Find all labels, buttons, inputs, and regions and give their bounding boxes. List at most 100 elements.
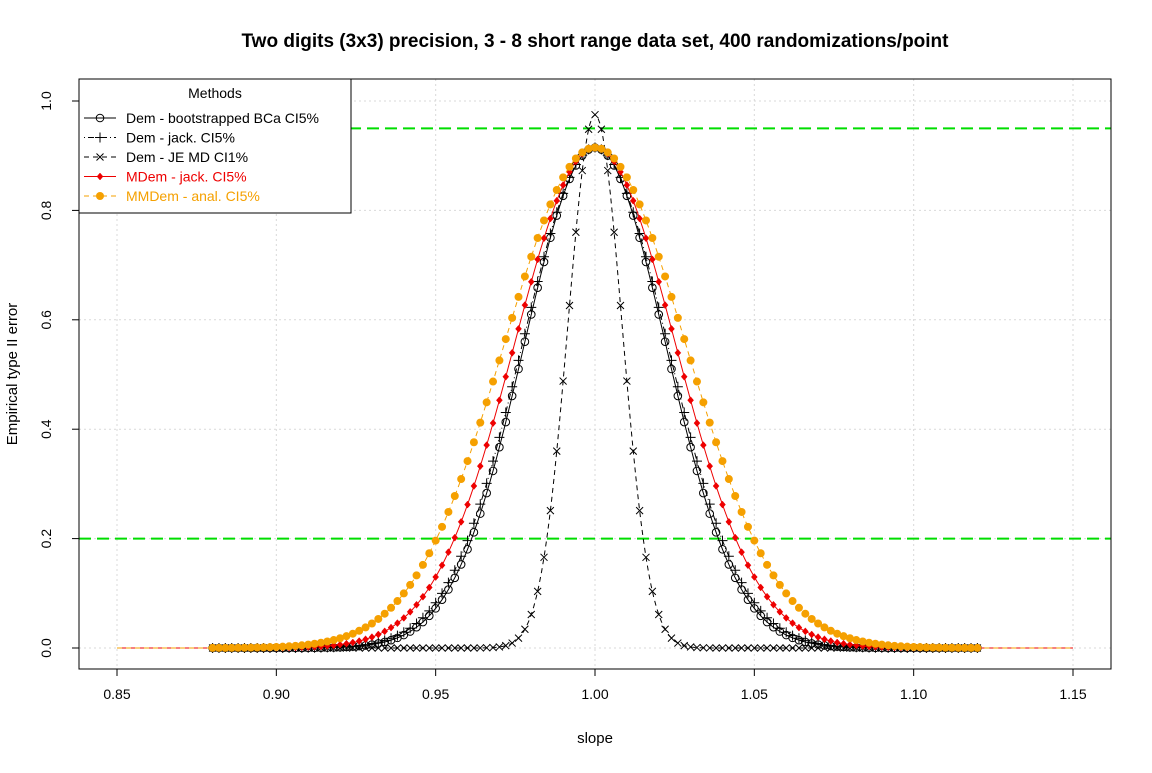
data-point (355, 626, 364, 635)
data-point (782, 614, 790, 622)
data-point (578, 148, 587, 157)
data-point (559, 181, 567, 189)
data-point (431, 644, 440, 652)
data-point (445, 548, 452, 557)
data-point (827, 637, 835, 645)
data-point (508, 639, 517, 647)
data-point (392, 630, 403, 641)
data-point (623, 377, 631, 385)
data-point (419, 644, 427, 652)
data-point (513, 355, 524, 366)
data-point (578, 166, 587, 175)
data-point (336, 640, 344, 649)
data-point (668, 324, 675, 333)
data-point (398, 627, 409, 638)
data-point (489, 643, 497, 652)
data-point (667, 634, 676, 642)
data-point (463, 644, 472, 652)
data-point (712, 644, 720, 652)
data-point (457, 644, 466, 652)
data-point (610, 228, 618, 237)
data-point (527, 277, 535, 286)
data-point (648, 233, 657, 242)
data-point (468, 518, 479, 529)
series-curve (117, 146, 1073, 649)
data-point (278, 642, 287, 651)
data-point (394, 619, 401, 628)
data-point (450, 492, 459, 501)
data-point (896, 642, 905, 651)
data-point (757, 583, 765, 592)
data-point (234, 643, 243, 652)
data-point (636, 214, 643, 223)
data-point (903, 642, 912, 651)
data-point (928, 643, 937, 652)
data-point (432, 573, 439, 581)
data-point (704, 499, 715, 510)
data-point (947, 643, 956, 652)
data-point (922, 643, 931, 652)
data-point (494, 432, 505, 443)
data-point (654, 252, 663, 261)
data-point (718, 457, 727, 466)
legend-marker (96, 153, 104, 161)
data-point (770, 600, 777, 609)
data-point (272, 642, 281, 651)
data-point (679, 417, 689, 427)
data-point (501, 641, 510, 650)
data-point (553, 196, 561, 205)
data-point (451, 533, 459, 542)
data-point (521, 625, 529, 634)
data-point (400, 614, 408, 622)
data-point (253, 643, 262, 652)
data-point (628, 207, 639, 218)
data-point (781, 627, 792, 638)
data-point (642, 234, 650, 243)
data-point (954, 643, 963, 652)
data-point (655, 277, 663, 286)
data-point (552, 185, 561, 194)
data-point (718, 644, 727, 652)
data-point (380, 644, 389, 652)
data-point (763, 644, 771, 652)
data-point (756, 644, 765, 652)
data-point (304, 640, 313, 649)
data-point (431, 536, 440, 545)
data-point (496, 396, 503, 405)
data-point (692, 377, 701, 386)
data-point (769, 644, 778, 652)
data-point (877, 640, 886, 649)
data-point (520, 272, 529, 281)
y-tick-label: 0.4 (38, 419, 54, 439)
legend-item-label: MDem - jack. CI5% (126, 169, 247, 185)
data-point (521, 301, 529, 309)
data-point (584, 144, 593, 153)
data-point (291, 641, 300, 650)
data-point (705, 644, 714, 652)
data-point (507, 391, 517, 401)
data-point (751, 573, 758, 581)
data-point (546, 506, 555, 515)
data-point (539, 251, 550, 262)
data-point (730, 565, 741, 576)
y-tick-label: 0.0 (38, 638, 54, 658)
data-point (475, 499, 486, 510)
data-point (629, 185, 638, 194)
data-point (246, 643, 255, 652)
data-point (552, 447, 561, 455)
data-point (750, 536, 759, 545)
data-point (495, 643, 504, 651)
data-point (724, 475, 733, 484)
axes-layer: 0.85 0.90 0.95 1.00 1.05 1.10 1.15 0.0 0.2 0.4 0.6… (38, 91, 1087, 702)
data-point (635, 506, 644, 515)
data-point (687, 396, 694, 405)
data-point (571, 154, 580, 163)
data-point (653, 302, 664, 313)
data-point (967, 643, 976, 652)
data-point (336, 634, 345, 643)
data-point (973, 643, 982, 652)
legend-marker (96, 192, 104, 200)
x-axis-label: slope (577, 730, 613, 747)
data-point (393, 644, 402, 652)
